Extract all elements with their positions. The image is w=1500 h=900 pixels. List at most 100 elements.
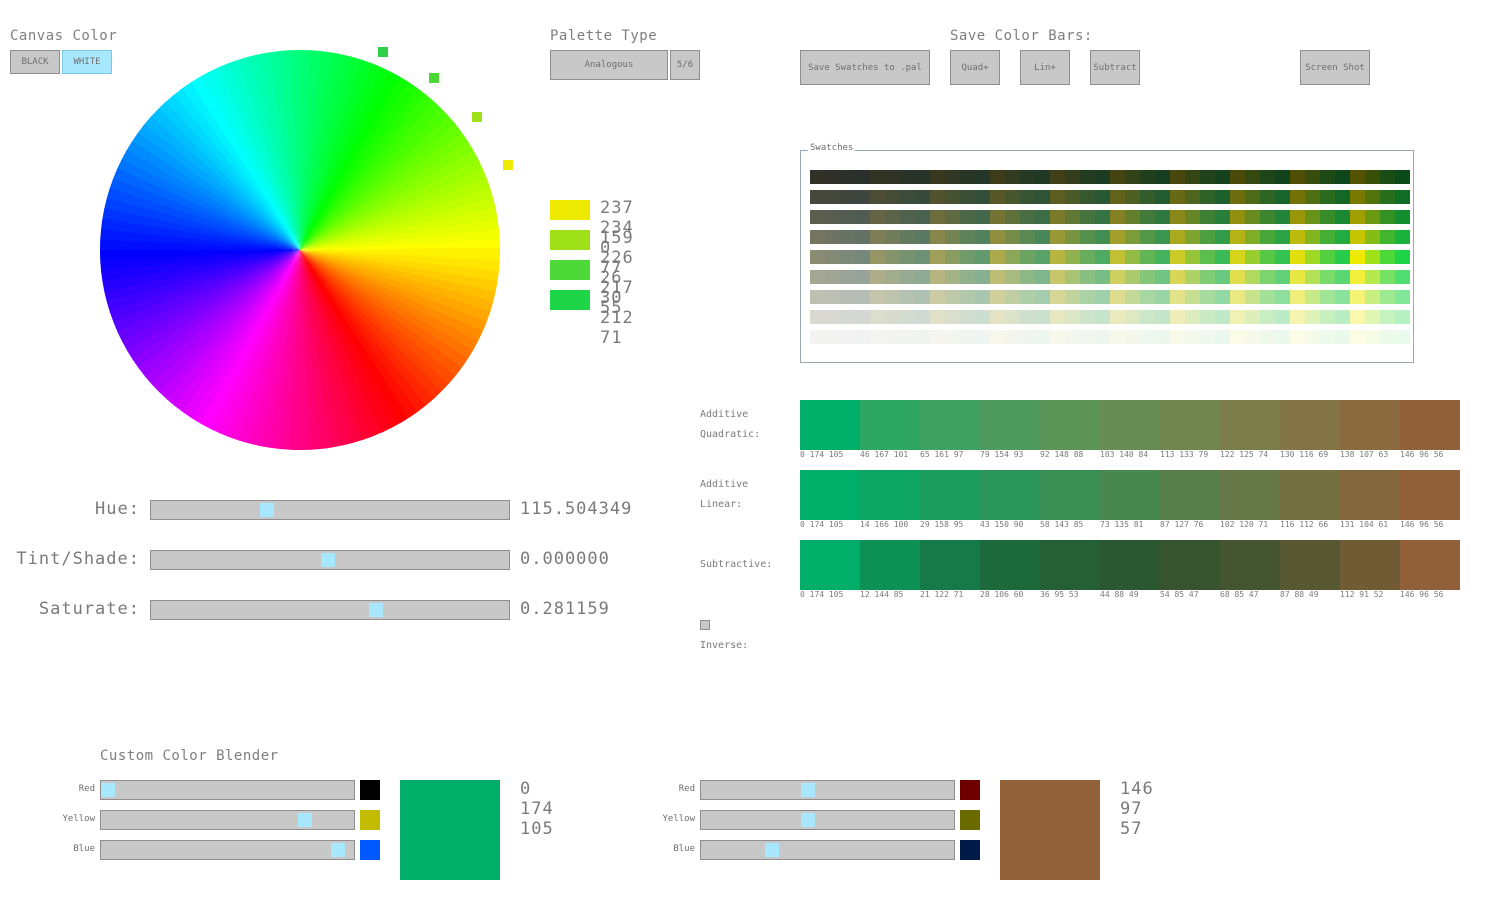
swatch-cell[interactable]: [1140, 170, 1155, 184]
swatch-cell[interactable]: [1110, 170, 1125, 184]
swatch-cell[interactable]: [810, 310, 825, 324]
wheel-segment[interactable]: [164, 94, 300, 251]
swatch-cell[interactable]: [1125, 210, 1140, 224]
swatch-cell[interactable]: [1020, 310, 1035, 324]
swatch-cell[interactable]: [990, 250, 1005, 264]
swatch-cell[interactable]: [915, 290, 930, 304]
swatch-cell[interactable]: [990, 290, 1005, 304]
wheel-segment[interactable]: [100, 239, 300, 253]
swatch-cell[interactable]: [1125, 330, 1140, 344]
swatch-cell[interactable]: [1305, 190, 1320, 204]
wheel-segment[interactable]: [300, 93, 434, 250]
swatch-cell[interactable]: [1140, 250, 1155, 264]
swatch-cell[interactable]: [1350, 210, 1365, 224]
swatch-cell[interactable]: [1020, 170, 1035, 184]
wheel-segment[interactable]: [300, 250, 494, 312]
swatch-cell[interactable]: [1215, 330, 1230, 344]
swatch-cell[interactable]: [1395, 190, 1410, 204]
swatch-cell[interactable]: [1275, 330, 1290, 344]
swatch-cell[interactable]: [1035, 330, 1050, 344]
swatch-cell[interactable]: [1050, 290, 1065, 304]
wheel-segment[interactable]: [300, 50, 321, 251]
wheel-segment[interactable]: [300, 70, 400, 250]
swatch-cell[interactable]: [1350, 190, 1365, 204]
swatch-cell[interactable]: [825, 230, 840, 244]
swatch-cell[interactable]: [1170, 190, 1185, 204]
swatch-cell[interactable]: [1185, 250, 1200, 264]
wheel-segment[interactable]: [182, 250, 300, 419]
swatch-cell[interactable]: [975, 310, 990, 324]
slider-handle[interactable]: [321, 553, 335, 567]
swatch-cell[interactable]: [1350, 170, 1365, 184]
swatch-cell[interactable]: [1020, 290, 1035, 304]
swatch-cell[interactable]: [945, 310, 960, 324]
wheel-segment[interactable]: [300, 250, 457, 384]
color-wheel[interactable]: [90, 30, 520, 460]
swatch-cell[interactable]: [1080, 250, 1095, 264]
wheel-segment[interactable]: [228, 250, 300, 441]
wheel-segment[interactable]: [300, 250, 451, 392]
swatch-cell[interactable]: [1230, 210, 1245, 224]
swatch-cell[interactable]: [1185, 330, 1200, 344]
swatch-cell[interactable]: [1080, 210, 1095, 224]
swatch-cell[interactable]: [1020, 210, 1035, 224]
wheel-segment[interactable]: [126, 250, 300, 361]
swatch-cell[interactable]: [1290, 270, 1305, 284]
swatch-cell[interactable]: [1365, 170, 1380, 184]
swatch-cell[interactable]: [1125, 310, 1140, 324]
swatch-cell[interactable]: [1140, 290, 1155, 304]
swatch-cell[interactable]: [1035, 170, 1050, 184]
swatch-cell[interactable]: [1335, 250, 1350, 264]
wheel-segment[interactable]: [109, 178, 300, 250]
swatch-cell[interactable]: [1335, 330, 1350, 344]
black-button[interactable]: BLACK: [10, 50, 60, 74]
swatch-cell[interactable]: [1065, 190, 1080, 204]
swatch-cell[interactable]: [1245, 190, 1260, 204]
swatch-cell[interactable]: [1200, 210, 1215, 224]
wheel-segment[interactable]: [300, 250, 428, 412]
swatch-cell[interactable]: [1380, 170, 1395, 184]
swatch-cell[interactable]: [1035, 310, 1050, 324]
swatch-cell[interactable]: [1170, 330, 1185, 344]
swatch-cell[interactable]: [1035, 210, 1050, 224]
swatch-cell[interactable]: [1245, 250, 1260, 264]
swatch-cell[interactable]: [1335, 190, 1350, 204]
swatch-cell[interactable]: [1020, 270, 1035, 284]
swatch-cell[interactable]: [1365, 230, 1380, 244]
swatch-cell[interactable]: [840, 250, 855, 264]
swatch-cell[interactable]: [825, 330, 840, 344]
swatch-cell[interactable]: [1245, 270, 1260, 284]
wheel-segment[interactable]: [238, 250, 300, 444]
swatch-cell[interactable]: [1365, 310, 1380, 324]
swatch-cell[interactable]: [1200, 230, 1215, 244]
swatch-cell[interactable]: [870, 330, 885, 344]
swatch-cell[interactable]: [840, 210, 855, 224]
wheel-segment[interactable]: [132, 250, 300, 370]
swatch-cell[interactable]: [990, 330, 1005, 344]
swatch-cell[interactable]: [1290, 310, 1305, 324]
swatch-cell[interactable]: [855, 290, 870, 304]
wheel-segment[interactable]: [102, 208, 300, 250]
swatch-cell[interactable]: [1125, 170, 1140, 184]
swatch-cell[interactable]: [1335, 230, 1350, 244]
swatch-cell[interactable]: [1350, 230, 1365, 244]
swatch-cell[interactable]: [825, 270, 840, 284]
wheel-segment[interactable]: [300, 250, 411, 424]
swatch-cell[interactable]: [1035, 230, 1050, 244]
swatch-cell[interactable]: [1380, 210, 1395, 224]
swatch-cell[interactable]: [870, 190, 885, 204]
wheel-segment[interactable]: [300, 250, 420, 418]
wheel-segment[interactable]: [143, 116, 300, 250]
swatch-cell[interactable]: [1200, 250, 1215, 264]
swatch-cell[interactable]: [1125, 230, 1140, 244]
swatch-cell[interactable]: [1185, 310, 1200, 324]
wheel-segment[interactable]: [300, 122, 462, 250]
wheel-segment[interactable]: [157, 101, 300, 250]
wheel-segment[interactable]: [300, 250, 402, 429]
swatch-cell[interactable]: [1260, 250, 1275, 264]
swatch-cell[interactable]: [915, 210, 930, 224]
wheel-segment[interactable]: [180, 82, 300, 250]
white-button[interactable]: WHITE: [62, 50, 112, 74]
swatch-cell[interactable]: [1065, 250, 1080, 264]
swatch-cell[interactable]: [885, 230, 900, 244]
